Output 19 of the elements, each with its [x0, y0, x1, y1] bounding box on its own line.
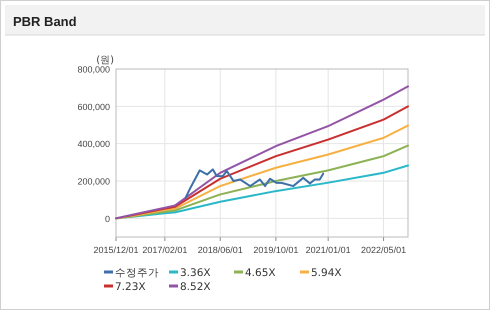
chart-title: PBR Band	[13, 14, 77, 29]
y-axis-title: (원)	[96, 55, 114, 66]
x-tick-label: 2019/10/01	[253, 245, 298, 255]
legend-label: 4.65X	[245, 267, 276, 279]
x-tick-label: 2015/12/01	[93, 245, 139, 255]
x-tick-label: 2017/02/01	[142, 245, 188, 255]
y-tick-label: 0	[104, 214, 110, 224]
x-tick-label: 2021/01/01	[306, 245, 351, 255]
legend-label: 수정주가	[115, 267, 159, 279]
y-tick-label: 600,000	[77, 102, 110, 112]
legend-label: 3.36X	[180, 267, 211, 279]
x-tick-label: 2022/05/01	[361, 245, 406, 255]
legend-label: 8.52X	[180, 281, 211, 293]
x-tick-label: 2018/06/01	[198, 245, 243, 255]
legend-label: 5.94X	[311, 267, 342, 279]
y-tick-label: 400,000	[77, 139, 110, 150]
y-tick-label: 800,000	[77, 64, 110, 74]
legend-label: 7.23X	[115, 281, 146, 293]
y-tick-label: 200,000	[77, 176, 110, 186]
